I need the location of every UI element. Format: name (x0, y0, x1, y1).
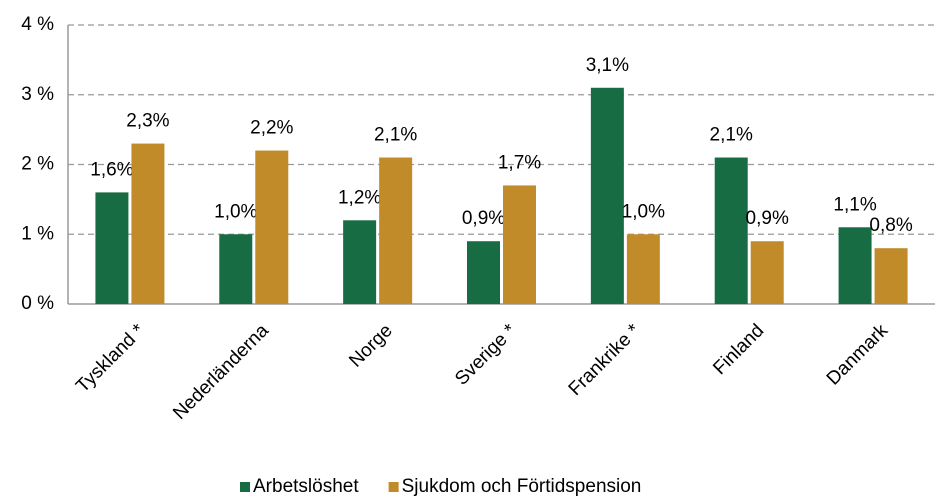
bar (219, 234, 253, 304)
bar (626, 234, 660, 304)
bar (95, 192, 129, 304)
value-label: 2,1% (710, 125, 753, 146)
legend-label: Sjukdom och Förtidspension (402, 476, 642, 497)
legend-marker (388, 482, 399, 492)
y-tick-label: 3 % (21, 84, 54, 105)
value-label: 1,6% (90, 159, 133, 180)
value-label: 2,1% (374, 125, 417, 146)
bar (379, 157, 413, 304)
bar (838, 227, 872, 304)
y-tick-label: 2 % (21, 154, 54, 175)
x-tick-label: Danmark (823, 320, 893, 390)
y-tick-label: 0 % (21, 293, 54, 314)
legend-label: Arbetslöshet (253, 476, 359, 497)
x-tick-label: Frankrike * (565, 320, 645, 400)
bar (750, 241, 784, 304)
value-label: 0,9% (462, 208, 505, 229)
value-label: 1,1% (833, 194, 876, 215)
bar (255, 150, 289, 304)
y-tick-label: 1 % (21, 223, 54, 244)
bar (343, 220, 377, 304)
bar (874, 248, 908, 304)
x-tick-label: Norge (345, 320, 396, 371)
bar (131, 143, 165, 304)
value-label: 1,7% (498, 152, 541, 173)
x-tick-label: Tyskland * (72, 320, 149, 397)
x-tick-label: Sverige * (451, 320, 521, 390)
bar (467, 241, 500, 304)
bar (714, 157, 748, 304)
value-label: 2,3% (126, 111, 169, 132)
value-label: 1,0% (622, 201, 665, 222)
bar (503, 185, 536, 304)
value-label: 0,8% (869, 215, 912, 236)
x-tick-label: Finland (709, 320, 768, 379)
value-label: 0,9% (746, 208, 789, 229)
bar (590, 87, 624, 305)
y-tick-label: 4 % (21, 14, 54, 35)
value-label: 1,0% (214, 201, 257, 222)
x-tick-label: Nederländerna (169, 320, 273, 424)
legend-marker (240, 482, 250, 492)
value-label: 3,1% (586, 55, 629, 76)
value-label: 1,2% (338, 187, 381, 208)
value-label: 2,2% (250, 118, 293, 139)
